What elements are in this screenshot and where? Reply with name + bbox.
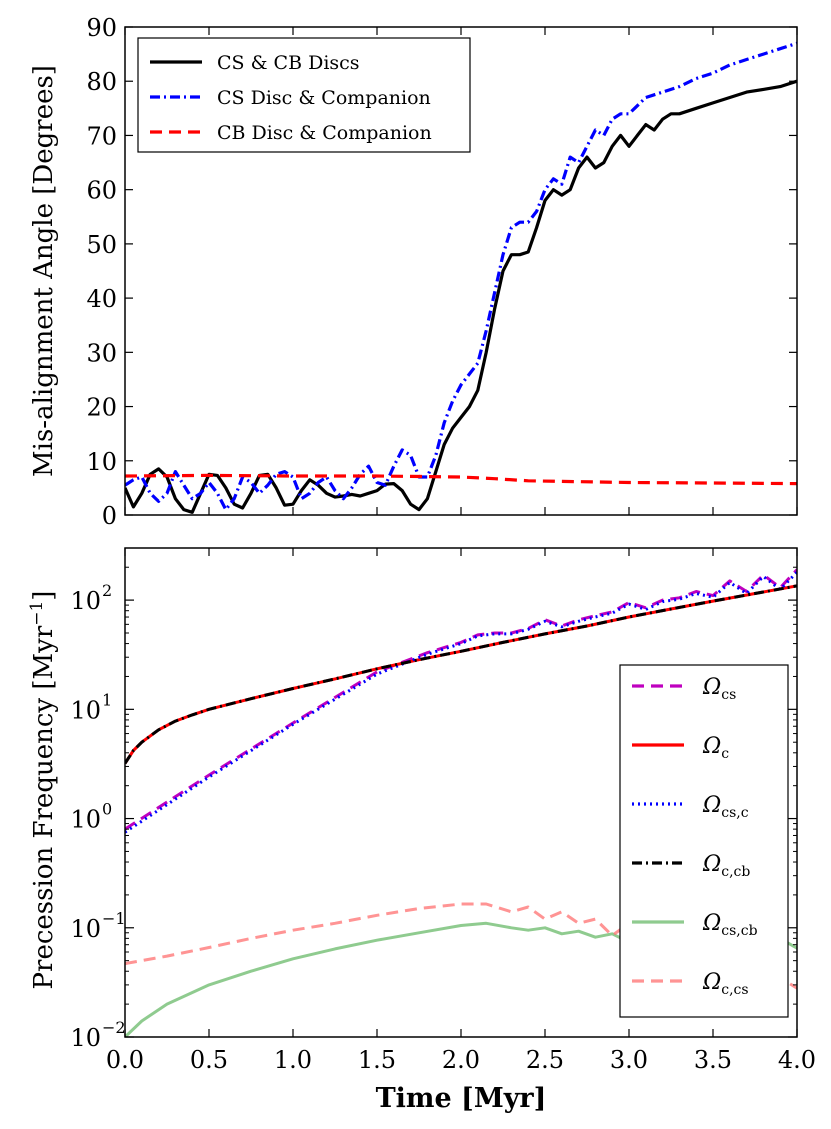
bottom-legend-label: Ωc	[702, 734, 729, 762]
bottom-legend-label: Ωcs,cb	[702, 911, 758, 939]
bottom-legend-box	[619, 664, 789, 1018]
y-tick-exponent: 1	[102, 690, 112, 709]
top-series-line-1	[125, 79, 797, 514]
y-tick-label: 90	[86, 14, 117, 42]
top-y-axis-label: Mis-alignment Angle [Degrees]	[29, 65, 59, 477]
x-tick-label: 1.5	[358, 1046, 396, 1074]
top-series-line-3	[125, 473, 797, 486]
top-legend-label: CB Disc & Companion	[217, 122, 432, 144]
y-tick-label: 50	[86, 231, 117, 259]
y-tick-label: 10	[70, 587, 101, 615]
y-tick-label: 10	[70, 806, 101, 834]
top-panel: 0 10 20 30 40 50 60 70 80 90 Mis-alignment Angle …	[29, 14, 798, 530]
x-tick-label: 0.0	[106, 1046, 144, 1074]
y-tick-label: 10	[70, 696, 101, 724]
bottom-legend: Ωcs Ωc Ωcs,c Ωc,cb Ωcs,cb Ωc,cs	[619, 664, 789, 1018]
bottom-legend-label: Ωcs	[702, 675, 736, 703]
y-tick-exponent: 2	[102, 581, 112, 600]
top-series-lines	[125, 41, 797, 514]
y-tick-label: 0	[102, 502, 117, 530]
y-tick-exponent: 0	[102, 800, 112, 819]
bottom-y-axis-label-main: Precession Frequency [Myr	[29, 625, 59, 989]
bottom-legend-label: Ωc,cs	[702, 970, 749, 998]
bottom-y-axis-label-close: ]	[29, 591, 59, 601]
y-tick-label: 20	[86, 394, 117, 422]
bottom-legend-label: Ωc,cb	[702, 852, 750, 880]
y-tick-label: 10	[70, 1024, 101, 1052]
bottom-legend-label: Ωcs,c	[702, 793, 749, 821]
y-tick-label: 60	[86, 177, 117, 205]
bottom-series-line-4	[125, 584, 797, 765]
top-legend-label: CS & CB Discs	[217, 52, 360, 74]
top-legend-label: CS Disc & Companion	[217, 87, 431, 109]
y-tick-label: 30	[86, 339, 117, 367]
x-tick-label: 3.5	[694, 1046, 732, 1074]
y-tick-label: 80	[86, 68, 117, 96]
y-tick-exponent: −1	[102, 909, 126, 928]
x-tick-label: 4.0	[778, 1046, 816, 1074]
bottom-y-axis-label-sup: −1	[27, 601, 47, 626]
y-tick-label: 10	[86, 448, 117, 476]
x-tick-label: 2.0	[442, 1046, 480, 1074]
bottom-y-axis-label: Precession Frequency [Myr−1]	[27, 591, 59, 990]
y-tick-label: 70	[86, 122, 117, 150]
x-tick-label: 1.0	[274, 1046, 312, 1074]
x-axis-label: Time [Myr]	[376, 1083, 547, 1114]
y-tick-label: 10	[70, 915, 101, 943]
x-tick-label: 2.5	[526, 1046, 564, 1074]
top-legend: CS & CB Discs CS Disc & Companion CB Disc …	[137, 37, 471, 153]
x-tick-label: 3.0	[610, 1046, 648, 1074]
y-tick-label: 40	[86, 285, 117, 313]
x-tick-label: 0.5	[190, 1046, 228, 1074]
y-tick-exponent: −2	[102, 1018, 126, 1037]
